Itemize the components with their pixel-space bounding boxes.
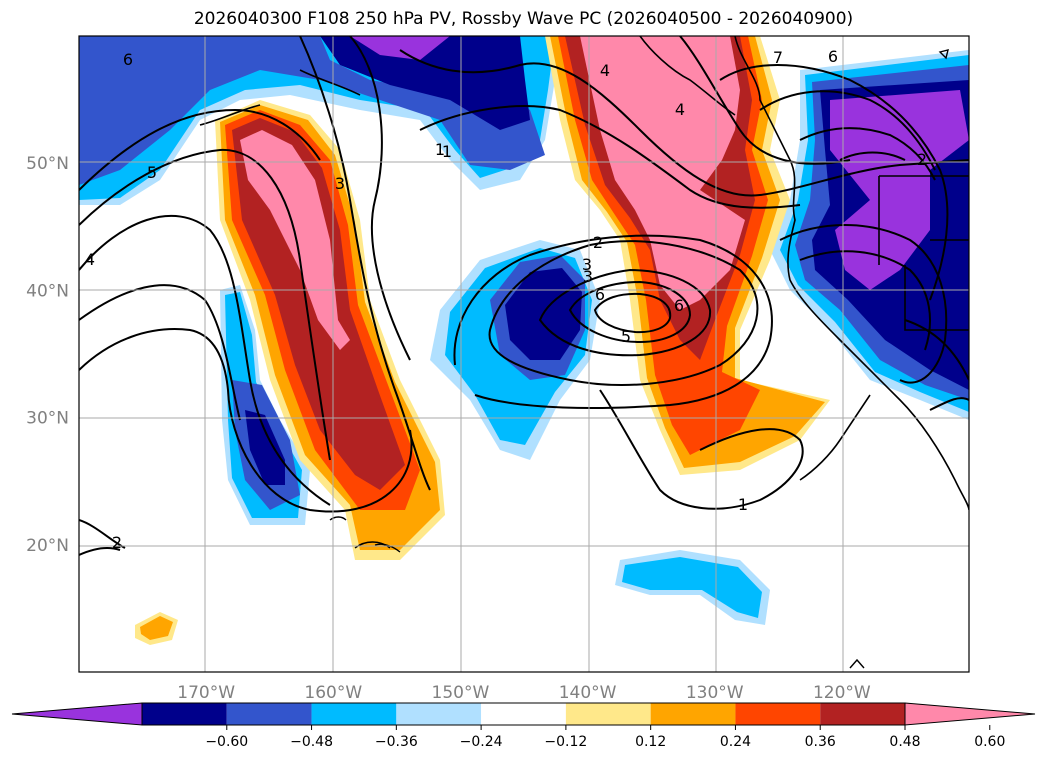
coastlines — [199, 36, 969, 511]
contour-label: 6 — [123, 50, 133, 69]
rossby-wave-contours — [79, 36, 969, 556]
contour-label: 7 — [773, 48, 783, 67]
colorbar-extend-high — [904, 702, 1036, 726]
longitude-label: 160°W — [304, 683, 362, 703]
longitude-label: 150°W — [432, 683, 490, 703]
latitude-labels: 50°N 40°N 30°N 20°N — [26, 154, 69, 556]
colorbar-label: 0.48 — [889, 734, 920, 750]
longitude-labels: 170°W 160°W 150°W 140°W 130°W 120°W — [177, 683, 871, 703]
longitude-label: 140°W — [559, 683, 617, 703]
contour-label: 4 — [85, 250, 95, 269]
contour-label: 3 — [582, 255, 592, 274]
colorbar: −0.60 −0.48 −0.36 −0.24 −0.12 0.12 0.24 0.36 0.4… — [11, 702, 1036, 750]
colorbar-extend-low — [11, 702, 143, 726]
contour-label: 1 — [442, 142, 452, 161]
contour-label: 3 — [335, 174, 345, 193]
contour-label: 1 — [738, 495, 748, 514]
latitude-label: 30°N — [26, 409, 69, 429]
contour-label: 6 — [828, 47, 838, 66]
latitude-label: 20°N — [26, 536, 69, 556]
colorbar-segment — [735, 703, 821, 725]
pv-field: 6541323467622346511 — [79, 36, 969, 672]
longitude-label: 120°W — [813, 683, 871, 703]
colorbar-segment — [650, 703, 736, 725]
colorbar-segment — [820, 703, 905, 725]
longitude-label: 130°W — [686, 683, 744, 703]
colorbar-label: 0.60 — [974, 734, 1005, 750]
colorbar-segment — [396, 703, 482, 725]
colorbar-frame — [141, 702, 906, 726]
gridlines — [79, 36, 969, 672]
contour-labels: 6541323467622346511 — [85, 47, 927, 552]
colorbar-segment — [311, 703, 397, 725]
contour-label: 3 — [583, 267, 593, 286]
colorbar-label: 0.24 — [720, 734, 751, 750]
contour-label: 5 — [147, 163, 157, 182]
colorbar-label: 0.36 — [805, 734, 836, 750]
colorbar-segment — [481, 703, 566, 725]
contour-label: 2 — [593, 233, 603, 252]
contour-label: 4 — [600, 61, 610, 80]
contour-label: 4 — [675, 100, 685, 119]
latitude-label: 50°N — [26, 154, 69, 174]
longitude-label: 170°W — [177, 683, 235, 703]
contour-label: 2 — [917, 150, 927, 169]
colorbar-label: −0.12 — [544, 734, 587, 750]
contour-label: 1 — [435, 140, 445, 159]
plot-frame — [78, 35, 970, 673]
latitude-label: 40°N — [26, 281, 69, 301]
colorbar-label: −0.60 — [205, 734, 248, 750]
colorbar-segment — [565, 703, 651, 725]
contour-label: 6 — [674, 296, 684, 315]
colorbar-label: −0.36 — [375, 734, 418, 750]
colorbar-segment — [226, 703, 312, 725]
contour-label: 5 — [621, 327, 631, 346]
contour-label: 6 — [595, 285, 605, 304]
contour-label: 2 — [112, 533, 122, 552]
map-title: 2026040300 F108 250 hPa PV, Rossby Wave … — [193, 9, 854, 29]
colorbar-segment — [142, 703, 227, 725]
colorbar-label: −0.48 — [290, 734, 333, 750]
colorbar-label: −0.24 — [460, 734, 503, 750]
colorbar-label: 0.12 — [635, 734, 666, 750]
